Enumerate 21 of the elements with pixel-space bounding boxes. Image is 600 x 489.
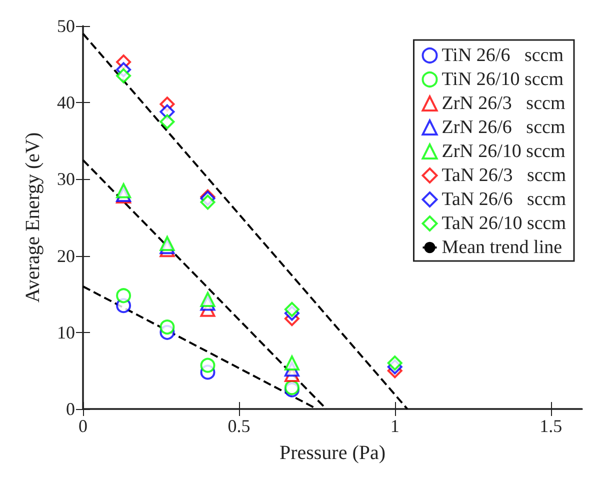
y-tick-label: 40	[57, 92, 75, 113]
legend-label: TiN 26/6 sccm	[442, 45, 564, 66]
legend-label: Mean trend line	[442, 237, 562, 258]
y-tick-label: 50	[57, 16, 75, 36]
legend-label: TaN 26/10 sccm	[442, 213, 566, 234]
legend-label: TaN 26/6 sccm	[442, 189, 566, 210]
y-axis-title: Average Energy (eV)	[22, 132, 44, 303]
legend-label: ZrN 26/3 sccm	[442, 93, 566, 114]
x-tick-label: 0.5	[228, 416, 250, 436]
x-tick-label: 1	[390, 416, 400, 436]
x-tick-label: 0	[78, 416, 88, 436]
x-axis-title: Pressure (Pa)	[279, 442, 386, 464]
x-tick-label: 1.5	[540, 416, 562, 436]
legend-label: ZrN 26/10 sccm	[442, 141, 566, 162]
y-tick-label: 0	[66, 399, 75, 419]
legend-label: TaN 26/3 sccm	[442, 165, 566, 186]
y-tick-label: 30	[57, 169, 75, 190]
legend-label: ZrN 26/6 sccm	[442, 117, 566, 138]
y-tick-label: 10	[57, 322, 75, 342]
y-tick-label: 20	[57, 246, 75, 266]
legend-label: TiN 26/10 sccm	[442, 69, 564, 90]
